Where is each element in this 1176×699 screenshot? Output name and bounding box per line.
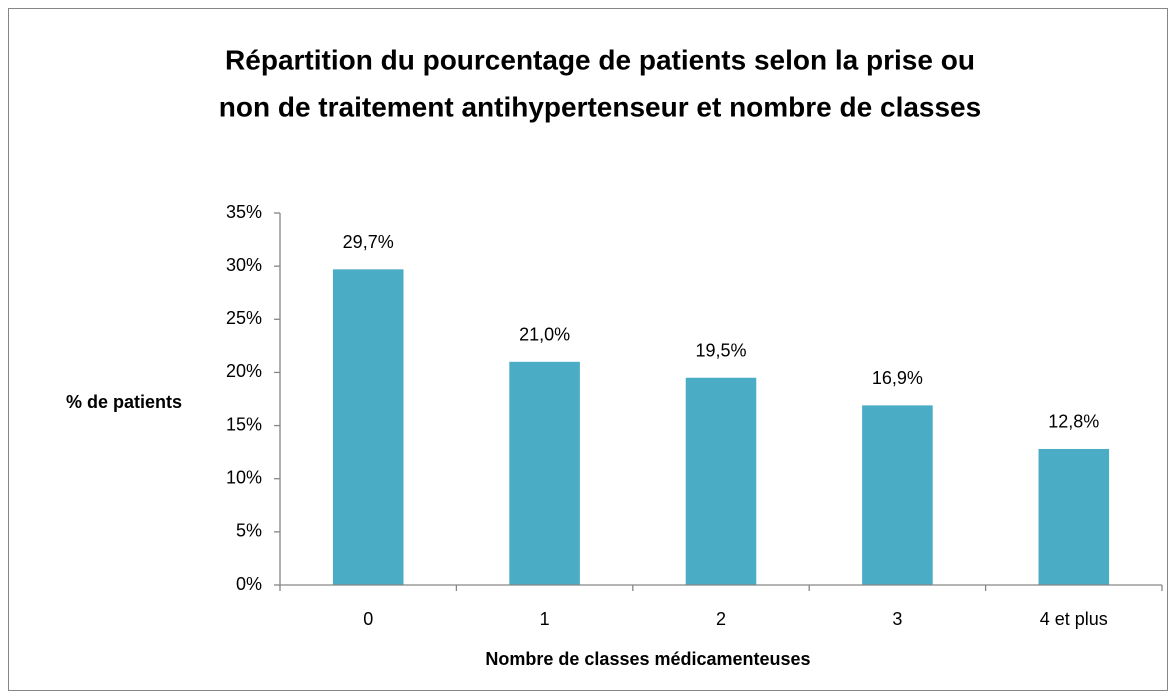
data-label: 21,0% xyxy=(519,325,570,345)
y-tick-label: 30% xyxy=(226,255,262,275)
bar xyxy=(685,377,757,585)
chart-frame xyxy=(8,8,1168,691)
y-axis-label: % de patients xyxy=(66,392,182,412)
data-label: 12,8% xyxy=(1048,412,1099,432)
chart-title: non de traitement antihypertenseur et no… xyxy=(219,91,981,122)
x-tick-label: 4 et plus xyxy=(1040,609,1108,629)
data-label: 29,7% xyxy=(343,232,394,252)
y-tick-label: 15% xyxy=(226,414,262,434)
bar xyxy=(332,269,404,585)
y-tick-label: 0% xyxy=(236,574,262,594)
y-tick-label: 10% xyxy=(226,467,262,487)
y-tick-label: 5% xyxy=(236,521,262,541)
x-tick-label: 2 xyxy=(716,609,726,629)
data-label: 16,9% xyxy=(872,368,923,388)
x-tick-label: 0 xyxy=(363,609,373,629)
bar xyxy=(1038,448,1110,585)
x-tick-label: 1 xyxy=(540,609,550,629)
bar xyxy=(862,405,933,585)
x-tick-label: 3 xyxy=(892,609,902,629)
y-tick-label: 20% xyxy=(226,361,262,381)
x-axis-label: Nombre de classes médicamenteuses xyxy=(485,649,810,669)
y-tick-label: 25% xyxy=(226,308,262,328)
chart-title: Répartition du pourcentage de patients s… xyxy=(225,44,975,75)
data-label: 19,5% xyxy=(695,340,746,360)
y-tick-label: 35% xyxy=(226,202,262,222)
bar xyxy=(509,361,580,585)
